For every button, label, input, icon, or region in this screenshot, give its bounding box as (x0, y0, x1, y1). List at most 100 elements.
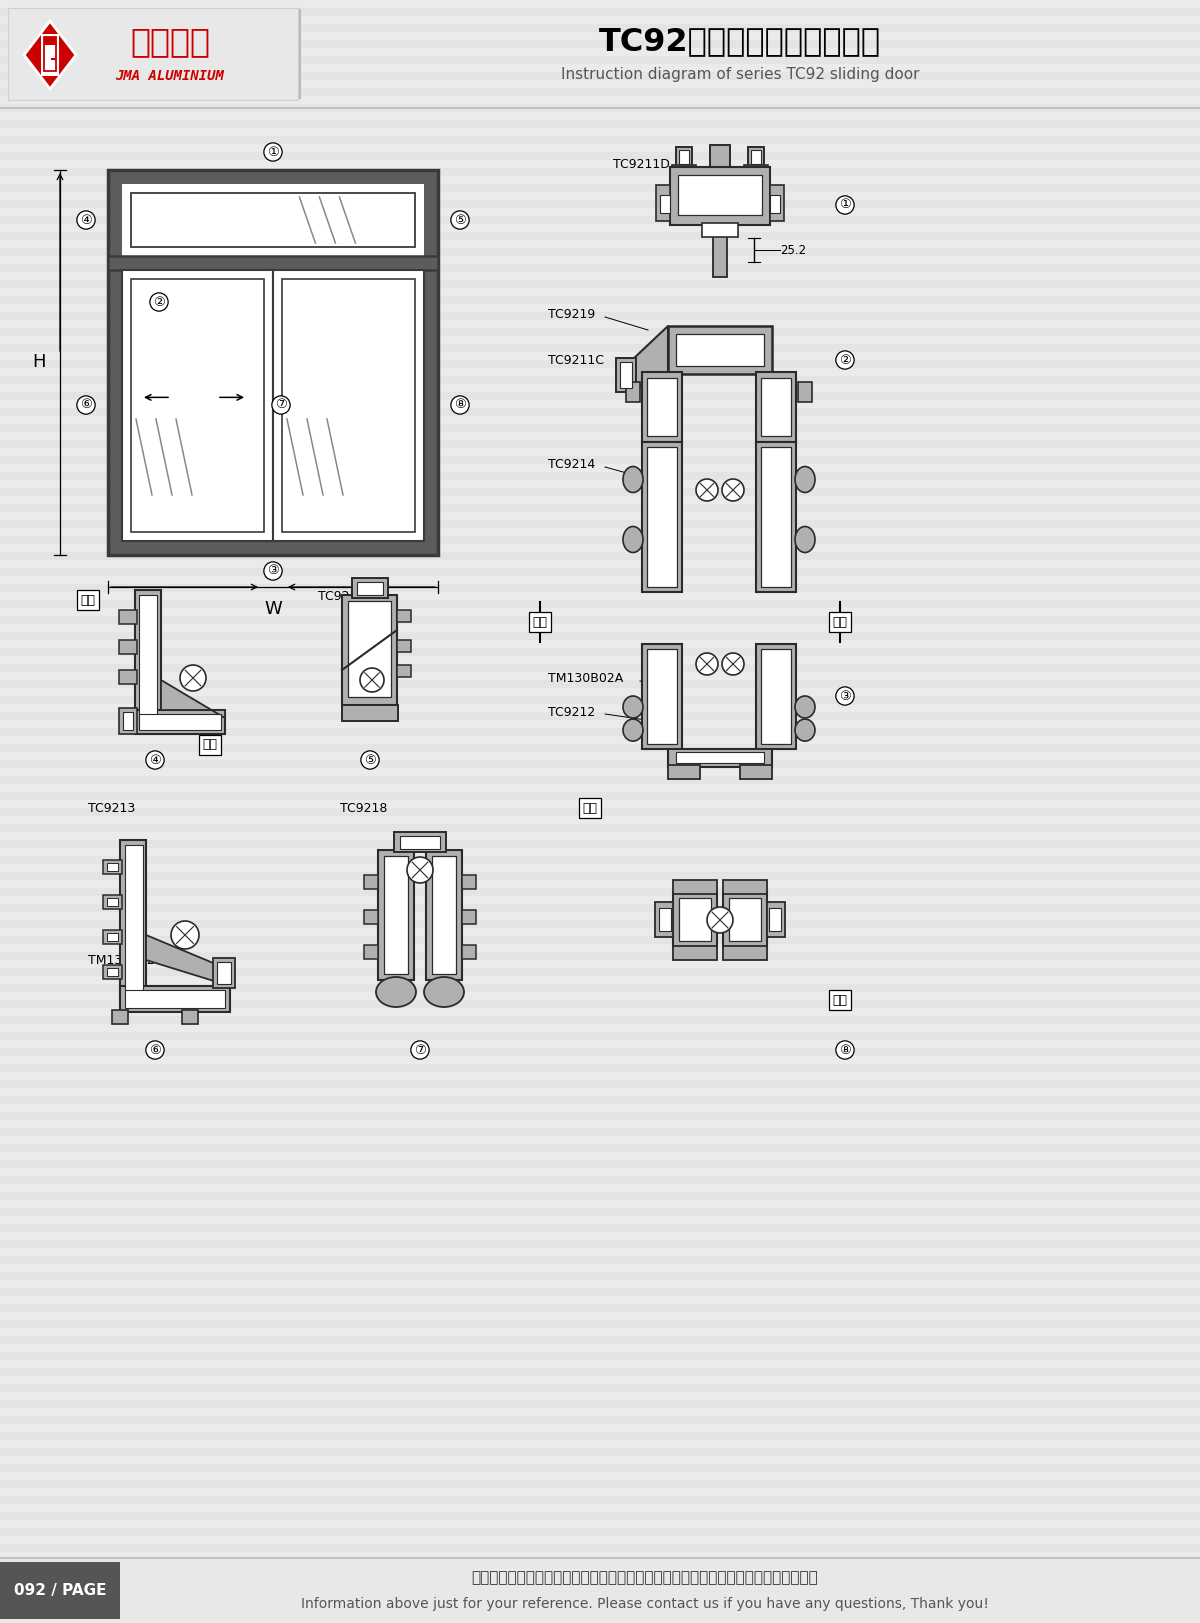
Bar (0, 1513, 1200, 1521)
Bar (0, 120, 1200, 128)
Bar (0, 664, 1200, 672)
Bar (673, 893, 718, 946)
Bar (0, 768, 1200, 776)
Bar (426, 850, 462, 980)
Bar (0, 863, 1200, 872)
Bar (642, 644, 682, 748)
Bar (0, 175, 1200, 183)
Bar (722, 893, 767, 946)
Ellipse shape (623, 526, 643, 552)
Bar (0, 1464, 1200, 1472)
Bar (0, 1272, 1200, 1281)
Bar (678, 175, 762, 214)
Bar (0, 1592, 1200, 1600)
Bar (0, 75, 1200, 80)
Text: ⑥: ⑥ (80, 399, 92, 412)
Bar (0, 1561, 120, 1620)
Bar (676, 334, 764, 367)
Bar (0, 240, 1200, 248)
Bar (0, 136, 1200, 144)
Bar (0, 735, 1200, 743)
Circle shape (696, 479, 718, 502)
Text: 室内: 室内 (533, 615, 547, 628)
Bar (660, 195, 670, 213)
Bar (0, 1488, 1200, 1496)
Bar (103, 894, 122, 909)
Bar (0, 344, 1200, 352)
Bar (0, 975, 1200, 984)
Bar (0, 1008, 1200, 1016)
Bar (0, 1328, 1200, 1336)
Bar (0, 200, 1200, 208)
Bar (0, 623, 1200, 631)
Text: ⑦: ⑦ (414, 1044, 426, 1057)
Bar (0, 415, 1200, 424)
Text: TM130B02A: TM130B02A (548, 672, 623, 685)
Bar (0, 945, 1200, 953)
Bar (0, 1456, 1200, 1464)
Bar (0, 1248, 1200, 1256)
Bar (0, 833, 1200, 841)
Bar (0, 32, 1200, 41)
Bar (672, 166, 696, 175)
Bar (676, 148, 692, 167)
Bar (0, 792, 1200, 800)
Bar (0, 50, 1200, 55)
Bar (0, 1496, 1200, 1505)
Bar (0, 224, 1200, 232)
Bar (0, 560, 1200, 568)
Bar (0, 1352, 1200, 1360)
Polygon shape (161, 680, 226, 717)
Bar (120, 987, 230, 1013)
Text: ③: ③ (839, 690, 851, 703)
Bar (103, 860, 122, 875)
Bar (0, 536, 1200, 544)
Text: TC9214: TC9214 (548, 459, 595, 472)
Bar (0, 1065, 1200, 1073)
Bar (713, 235, 727, 278)
Bar (0, 489, 1200, 497)
Bar (761, 649, 791, 743)
Bar (0, 1431, 1200, 1440)
Ellipse shape (424, 977, 464, 1006)
Ellipse shape (796, 526, 815, 552)
Bar (0, 399, 1200, 407)
Bar (0, 41, 1200, 49)
Bar (8, 8, 298, 101)
Text: ⑤: ⑤ (364, 753, 376, 766)
Bar (0, 84, 1200, 89)
Bar (0, 192, 1200, 200)
Bar (0, 15, 1200, 19)
Bar (119, 639, 137, 654)
Bar (0, 592, 1200, 601)
Bar (0, 1552, 1200, 1560)
Bar (0, 1448, 1200, 1456)
Bar (0, 1401, 1200, 1409)
Bar (0, 24, 1200, 32)
Bar (0, 576, 1200, 584)
Bar (0, 1032, 1200, 1040)
Text: 室内: 室内 (582, 802, 598, 815)
Bar (0, 1600, 1200, 1608)
Text: ⑧: ⑧ (454, 399, 466, 412)
Bar (0, 144, 1200, 153)
Bar (0, 688, 1200, 696)
Bar (0, 696, 1200, 704)
Bar (44, 37, 56, 71)
Text: ⑥: ⑥ (149, 1044, 161, 1057)
Bar (125, 990, 226, 1008)
Bar (0, 153, 1200, 161)
Bar (0, 448, 1200, 456)
Bar (0, 1360, 1200, 1368)
Bar (0, 1480, 1200, 1488)
Bar (0, 29, 1200, 36)
Bar (673, 880, 718, 894)
Bar (0, 1472, 1200, 1480)
Bar (0, 96, 1200, 104)
Bar (673, 946, 718, 959)
Bar (0, 480, 1200, 489)
Text: 坚美铝业: 坚美铝业 (130, 26, 210, 58)
Bar (0, 336, 1200, 344)
Bar (0, 1527, 1200, 1535)
Bar (131, 279, 264, 532)
